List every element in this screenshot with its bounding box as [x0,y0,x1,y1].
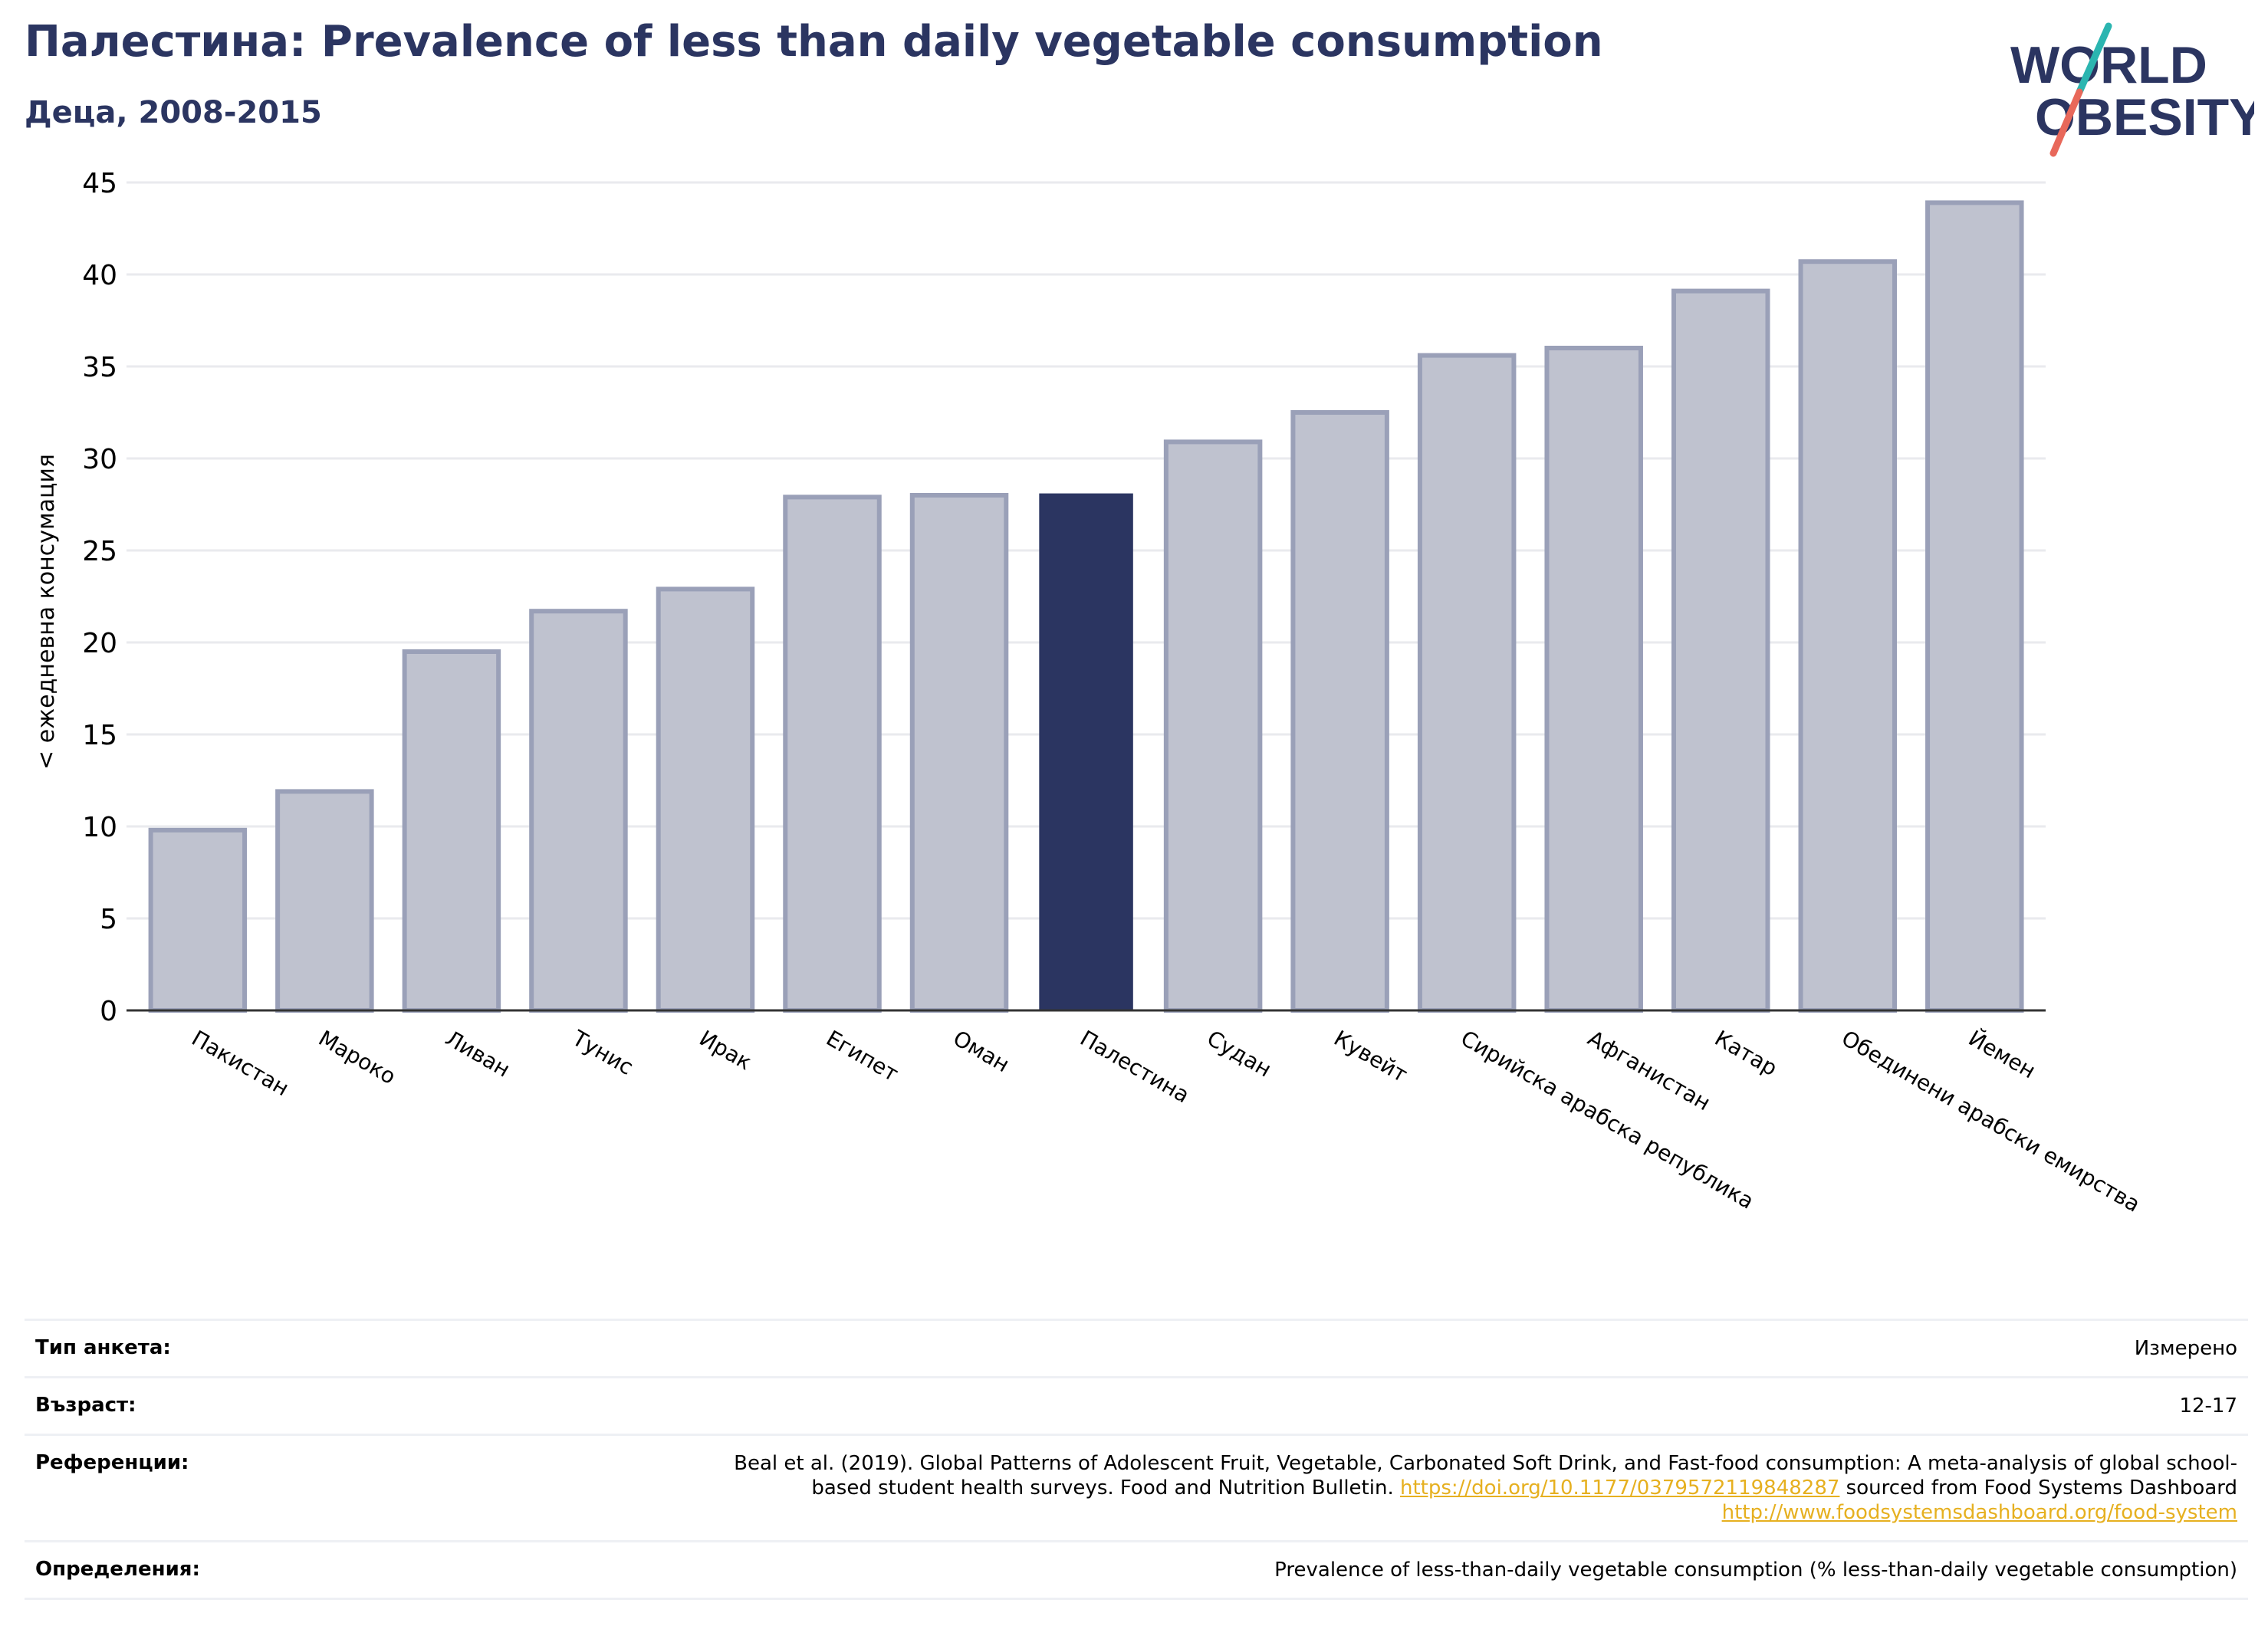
definitions-label: Определения: [35,1558,200,1581]
x-tick-label: Судан [1203,1025,1276,1082]
info-row-age: Възраст: 12-17 [25,1376,2248,1434]
bar-4 [529,609,628,1013]
survey-type-label: Тип анкета: [35,1336,171,1359]
bar-2 [275,789,374,1013]
references-text-1: Beal et al. (2019). Global Patterns of A… [734,1452,2237,1500]
definitions-value: Prevalence of less-than-daily vegetable … [1274,1559,2237,1582]
page-title: Палестина: Prevalence of less than daily… [25,17,1603,67]
bars [148,200,2024,1013]
y-tick-label: 15 [82,720,117,751]
info-table: Тип анкета: Измерено Възраст: 12-17 Рефе… [25,1319,2248,1600]
bar-9 [1163,439,1263,1013]
bar-10 [1290,410,1389,1013]
logo-slash-top [2076,22,2112,96]
bar-13 [1671,288,1770,1013]
world-obesity-logo: WORLD OBESITY [2010,22,2254,157]
references-text-2: sourced from Food Systems Dashboard [1839,1477,2237,1500]
info-row-definitions: Определения: Prevalence of less-than-dai… [25,1540,2248,1600]
x-tick-label: Ливан [441,1025,514,1082]
age-label: Възраст: [35,1394,136,1417]
x-tick-label: Йемен [1964,1025,2040,1084]
logo-slash-bottom [2049,88,2083,157]
page-subtitle: Деца, 2008-2015 [25,95,322,130]
bar-5 [656,586,755,1013]
references-value: Beal et al. (2019). Global Patterns of A… [704,1451,2237,1525]
logo-line1: WORLD [2010,36,2207,94]
x-tick-labels: Пакистан Мароко Ливан Тунис Ирак Египет Оман Па… [187,1025,2145,1217]
x-tick-label: Кувейт [1330,1025,1412,1087]
y-tick-label: 0 [100,996,117,1027]
bar-chart: 0 5 10 15 20 25 30 35 40 45 Пакистан Мароко Ливан Ту… [33,168,2145,1217]
bar-15 [1925,200,2024,1013]
x-tick-label: Тунис [567,1025,637,1080]
info-row-references: Референции: Beal et al. (2019). Global P… [25,1434,2248,1540]
bar-1 [148,827,248,1013]
y-tick-label: 35 [82,352,117,383]
y-tick-label: 45 [82,168,117,199]
info-row-survey-type: Тип анкета: Измерено [25,1319,2248,1376]
x-tick-label: Пакистан [187,1025,293,1101]
references-doi-link[interactable]: https://doi.org/10.1177/0379572119848287 [1399,1477,1840,1500]
references-label: Референции: [35,1451,189,1474]
y-tick-label: 40 [82,260,117,291]
y-tick-label: 25 [82,536,117,567]
x-tick-label: Палестина [1076,1025,1194,1108]
y-tick-label: 30 [82,444,117,475]
survey-type-value: Измерено [2134,1337,2237,1360]
x-tick-label: Египет [822,1025,902,1086]
y-axis-label: < ежедневна консумация [33,454,60,770]
x-tick-label: Оман [949,1025,1014,1077]
bar-6 [783,494,882,1013]
bar-14 [1798,259,1898,1013]
age-value: 12-17 [2179,1394,2237,1417]
bar-11 [1417,353,1517,1013]
y-tick-label: 5 [100,904,117,935]
bar-7 [909,493,1009,1013]
y-tick-label: 20 [82,628,117,659]
y-tick-label: 10 [82,812,117,843]
bar-3 [402,649,501,1013]
x-tick-label: Ирак [695,1025,756,1075]
references-dashboard-link[interactable]: http://www.foodsystemsdashboard.org/food… [1721,1501,2237,1524]
bar-12 [1544,346,1643,1013]
bar-8 [1039,493,1133,1010]
x-tick-label: Катар [1711,1025,1782,1081]
y-tick-labels: 0 5 10 15 20 25 30 35 40 45 [82,168,117,1027]
x-tick-label: Мароко [314,1025,400,1089]
